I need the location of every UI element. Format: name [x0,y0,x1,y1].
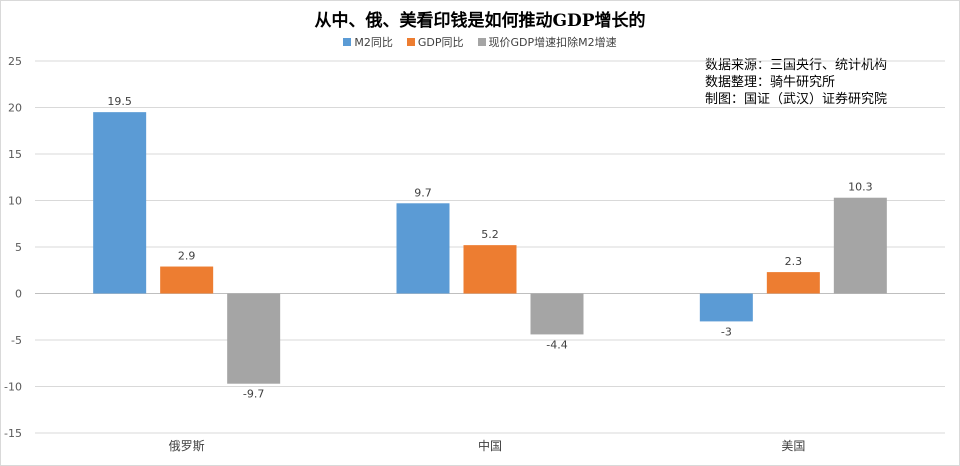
legend-label-gdp: GDP同比 [417,36,464,49]
source-line-2: 数据整理：骑牛研究所 [705,75,836,90]
x-category-label: 俄罗斯 [169,439,205,453]
bar [699,293,753,322]
y-tick-label: -5 [11,334,22,347]
bar [530,293,584,335]
legend-swatch-diff [477,38,486,46]
data-label: -3 [721,325,732,338]
x-category-label: 美国 [781,439,805,453]
data-label: 10.3 [848,181,873,194]
y-tick-label: 10 [8,195,22,208]
bar [833,197,887,294]
bar [160,266,214,294]
legend-item-gdp: GDP同比 [406,34,464,50]
data-label: 2.9 [178,250,196,263]
legend-item-diff: 现价GDP增速扣除M2增速 [477,34,617,50]
y-tick-label: 0 [15,288,22,301]
data-label: 19.5 [107,95,132,108]
source-line-1: 数据来源：三国央行、统计机构 [705,58,888,73]
y-tick-label: 20 [8,102,22,115]
source-notes: 数据来源：三国央行、统计机构 数据整理：骑牛研究所 制图：国证（武汉）证券研究院 [705,57,887,108]
y-tick-label: 25 [8,55,22,68]
data-label: 2.3 [785,255,803,268]
data-label: -4.4 [546,338,567,351]
bar [93,112,147,294]
chart-title: 从中、俄、美看印钱是如何推动GDP增长的 [314,11,646,31]
y-tick-label: 5 [15,241,22,254]
legend-swatch-gdp [406,38,415,46]
legend: M2同比 GDP同比 现价GDP增速扣除M2增速 [0,34,960,50]
data-label: 9.7 [414,186,432,199]
y-tick-label: 15 [8,148,22,161]
legend-label-diff: 现价GDP增速扣除M2增速 [488,36,617,49]
source-line-3: 制图：国证（武汉）证券研究院 [705,92,888,107]
bar [396,203,450,294]
y-tick-label: -15 [4,427,22,440]
bar [463,245,517,294]
legend-item-m2: M2同比 [343,34,393,50]
x-category-label: 中国 [478,438,502,453]
bar [766,272,820,294]
data-label: -9.7 [243,388,264,401]
legend-swatch-m2 [343,38,352,46]
bar [227,293,281,384]
y-tick-label: -10 [4,381,22,394]
legend-label-m2: M2同比 [354,36,393,49]
data-label: 5.2 [481,228,499,241]
